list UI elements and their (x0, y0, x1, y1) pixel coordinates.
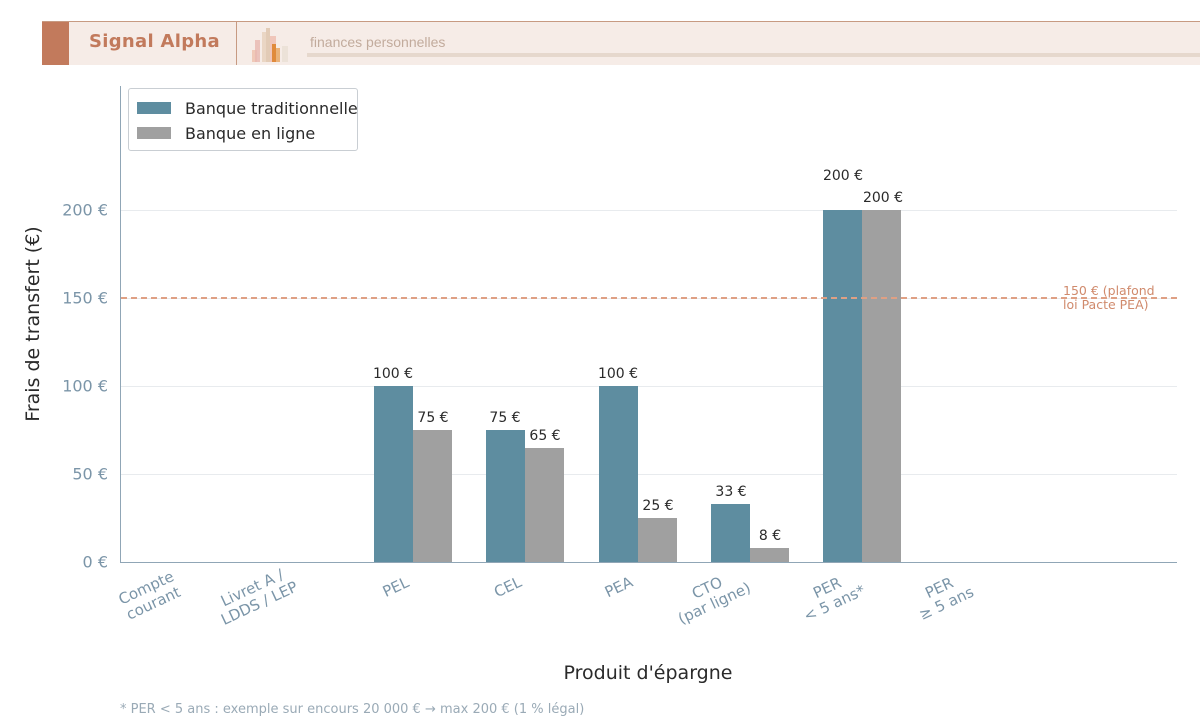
bar-cto-traditionnelle[interactable] (711, 504, 750, 562)
header-banner: Signal Alpha finances personnelles (42, 21, 1200, 65)
x-tick-livret-a: Livret A / LDDS / LEP (211, 563, 301, 628)
plot-area: 150 € (plafond loi Pacte PEA) 100 € 75 €… (120, 86, 1177, 563)
bar-cel-en-ligne[interactable] (525, 448, 564, 562)
legend-label-en-ligne: Banque en ligne (185, 123, 316, 143)
gridline-200 (121, 210, 1177, 211)
value-label-pea-trad: 100 € (597, 366, 639, 382)
x-axis-label: Produit d'épargne (563, 662, 733, 684)
value-label-per-trad: 200 € (822, 168, 864, 184)
gridline-50 (121, 474, 1177, 475)
bar-pel-traditionnelle[interactable] (374, 386, 413, 562)
bar-pel-en-ligne[interactable] (413, 430, 452, 562)
bar-pea-en-ligne[interactable] (638, 518, 677, 562)
x-tick-per-moins-5: PER < 5 ans* (794, 567, 868, 626)
x-tick-line: PEL (379, 573, 412, 601)
header-divider (236, 22, 237, 65)
legend-swatch-traditionnelle (137, 102, 171, 114)
reference-label-line-1: 150 € (plafond (1063, 283, 1155, 298)
y-tick-0: 0 € (82, 552, 108, 572)
x-tick-compte-courant: Compte courant (116, 567, 184, 624)
x-tick-pea: PEA (601, 572, 636, 602)
brand-name: Signal Alpha (89, 31, 220, 52)
bar-per-moins-5-en-ligne[interactable] (862, 210, 901, 562)
x-tick-pel: PEL (379, 573, 412, 601)
value-label-pea-online: 25 € (642, 498, 674, 514)
chart-legend: Banque traditionnelle Banque en ligne (128, 88, 358, 151)
reference-line-label: 150 € (plafond loi Pacte PEA) (1063, 284, 1155, 312)
y-axis-label: Frais de transfert (€) (22, 226, 44, 422)
value-label-per-online: 200 € (862, 190, 904, 206)
bar-pea-traditionnelle[interactable] (599, 386, 638, 562)
y-tick-100: 100 € (62, 376, 108, 396)
value-label-cto-trad: 33 € (715, 484, 747, 500)
header-tagline: finances personnelles (310, 34, 446, 50)
x-tick-cto: CTO (par ligne) (668, 564, 753, 628)
value-label-cel-online: 65 € (529, 428, 561, 444)
value-label-cto-online: 8 € (758, 528, 782, 544)
legend-item-en-ligne[interactable]: Banque en ligne (137, 122, 315, 144)
legend-item-traditionnelle[interactable]: Banque traditionnelle (137, 97, 358, 119)
x-tick-line: PEA (601, 572, 636, 602)
legend-swatch-en-ligne (137, 127, 171, 139)
x-tick-per-plus-5: PER ≥ 5 ans (909, 568, 976, 624)
header-rule (307, 53, 1200, 57)
bar-cto-en-ligne[interactable] (750, 548, 789, 562)
gridline-100 (121, 386, 1177, 387)
value-label-cel-trad: 75 € (489, 410, 521, 426)
value-label-pel-trad: 100 € (372, 366, 414, 382)
x-tick-cel: CEL (491, 572, 525, 602)
legend-label-traditionnelle: Banque traditionnelle (185, 98, 358, 118)
bar-chart-logo-icon (252, 28, 288, 62)
y-tick-150: 150 € (62, 288, 108, 308)
value-label-pel-online: 75 € (417, 410, 449, 426)
footnote: * PER < 5 ans : exemple sur encours 20 0… (120, 702, 585, 717)
bar-per-moins-5-traditionnelle[interactable] (823, 210, 862, 562)
brand-accent-block (42, 22, 69, 65)
reference-line-150 (121, 297, 1177, 299)
x-tick-line: CEL (491, 572, 525, 602)
y-tick-200: 200 € (62, 200, 108, 220)
reference-label-line-2: loi Pacte PEA) (1063, 297, 1149, 312)
bar-chart: Frais de transfert (€) 0 € 50 € 100 € 15… (0, 64, 1200, 721)
y-tick-50: 50 € (72, 464, 108, 484)
bar-cel-traditionnelle[interactable] (486, 430, 525, 562)
